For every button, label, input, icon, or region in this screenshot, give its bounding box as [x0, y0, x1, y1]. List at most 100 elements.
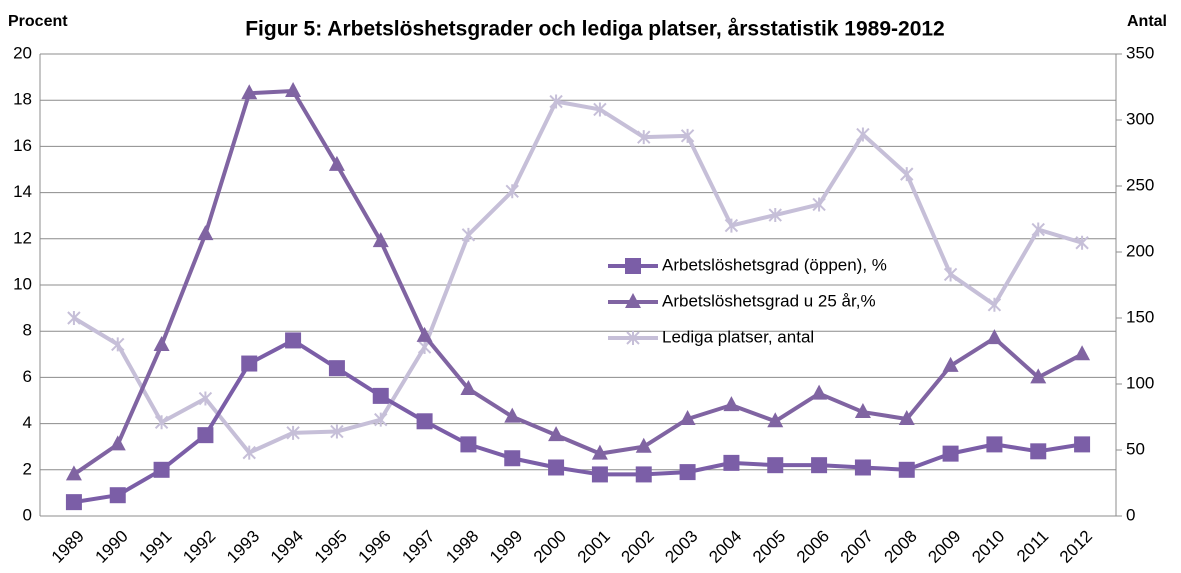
marker	[1074, 436, 1091, 453]
y-tick-label: 8	[23, 321, 32, 340]
marker	[153, 461, 170, 478]
marker	[635, 437, 652, 453]
x-tick-label: 2006	[793, 527, 833, 567]
marker	[242, 445, 256, 460]
marker	[374, 412, 388, 427]
marker	[986, 436, 1003, 453]
x-tick-label: 1994	[267, 527, 307, 567]
marker	[285, 332, 302, 349]
x-tick-label: 1999	[486, 527, 526, 567]
x-tick-label: 2012	[1056, 527, 1096, 567]
y2-tick-label: 250	[1126, 175, 1154, 194]
marker	[1074, 345, 1091, 361]
marker	[591, 466, 608, 483]
x-tick-label: 2009	[924, 527, 964, 567]
y2-tick-label: 150	[1126, 307, 1154, 326]
marker	[1075, 235, 1089, 250]
marker	[898, 409, 915, 425]
marker	[1030, 443, 1047, 460]
y-tick-label: 18	[13, 90, 32, 109]
x-tick-label: 2004	[705, 527, 745, 567]
marker	[109, 487, 126, 504]
marker	[680, 128, 695, 143]
y-tick-label: 12	[13, 228, 32, 247]
y2-tick-label: 0	[1126, 505, 1135, 524]
marker	[241, 355, 258, 372]
y-tick-label: 4	[23, 413, 32, 432]
marker	[986, 329, 1003, 345]
marker	[1030, 368, 1047, 384]
legend-marker	[625, 258, 641, 274]
marker	[549, 94, 563, 109]
line	[72, 88, 1084, 477]
marker	[328, 155, 345, 171]
marker	[197, 225, 214, 241]
marker	[330, 424, 344, 439]
marker	[65, 494, 82, 511]
legend-label: Arbetslöshetsgrad u 25 år,%	[662, 291, 876, 310]
marker	[767, 457, 784, 474]
marker	[65, 465, 82, 481]
chart-title: Figur 5: Arbetslöshetsgrader och lediga …	[245, 18, 945, 41]
x-tick-label: 1991	[135, 527, 175, 567]
marker	[505, 184, 519, 199]
marker	[943, 267, 958, 282]
x-tick-label: 2007	[837, 527, 877, 567]
marker	[460, 436, 477, 453]
line	[72, 99, 1083, 455]
marker	[416, 326, 433, 342]
y2-tick-label: 350	[1126, 43, 1154, 62]
marker	[724, 218, 739, 233]
marker	[591, 444, 608, 460]
marker	[768, 208, 782, 223]
marker	[854, 459, 871, 476]
marker	[593, 102, 607, 117]
legend-marker	[625, 293, 641, 308]
marker	[637, 130, 651, 145]
marker	[67, 311, 81, 325]
legend-label: Arbetslöshetsgrad (öppen), %	[662, 255, 887, 274]
marker	[372, 232, 389, 248]
y2-tick-label: 300	[1126, 109, 1154, 128]
marker	[111, 337, 125, 352]
legend-label: Lediga platser, antal	[662, 327, 814, 346]
y-tick-label: 10	[13, 274, 32, 293]
y2-axis-label: Antal	[1127, 13, 1167, 30]
y-tick-label: 16	[13, 136, 32, 155]
marker	[942, 356, 959, 372]
x-tick-label: 2008	[881, 527, 921, 567]
marker	[942, 445, 959, 462]
marker	[679, 464, 696, 481]
marker	[285, 81, 302, 97]
x-tick-label: 2000	[530, 527, 570, 567]
y-tick-label: 0	[23, 505, 32, 524]
marker	[767, 412, 784, 428]
marker	[504, 450, 521, 467]
x-tick-label: 1989	[48, 527, 88, 567]
x-tick-label: 1992	[179, 527, 219, 567]
marker	[286, 425, 300, 440]
marker	[723, 454, 740, 471]
marker	[548, 459, 565, 476]
y2-tick-label: 50	[1126, 439, 1145, 458]
marker	[900, 167, 914, 182]
y-tick-label: 20	[13, 43, 32, 62]
y-tick-label: 14	[13, 182, 32, 201]
marker	[811, 384, 828, 400]
x-tick-label: 2005	[749, 527, 789, 567]
legend-marker	[626, 331, 640, 345]
marker	[679, 409, 696, 425]
x-tick-label: 2001	[574, 527, 614, 567]
marker	[898, 461, 915, 478]
x-tick-label: 1995	[311, 527, 351, 567]
y2-tick-label: 100	[1126, 373, 1154, 392]
y2-tick-label: 200	[1126, 241, 1154, 260]
marker	[460, 379, 477, 395]
marker	[461, 227, 476, 242]
marker	[154, 415, 169, 430]
x-tick-label: 2002	[618, 527, 658, 567]
marker	[723, 396, 740, 412]
marker	[504, 407, 521, 423]
marker	[372, 387, 389, 404]
